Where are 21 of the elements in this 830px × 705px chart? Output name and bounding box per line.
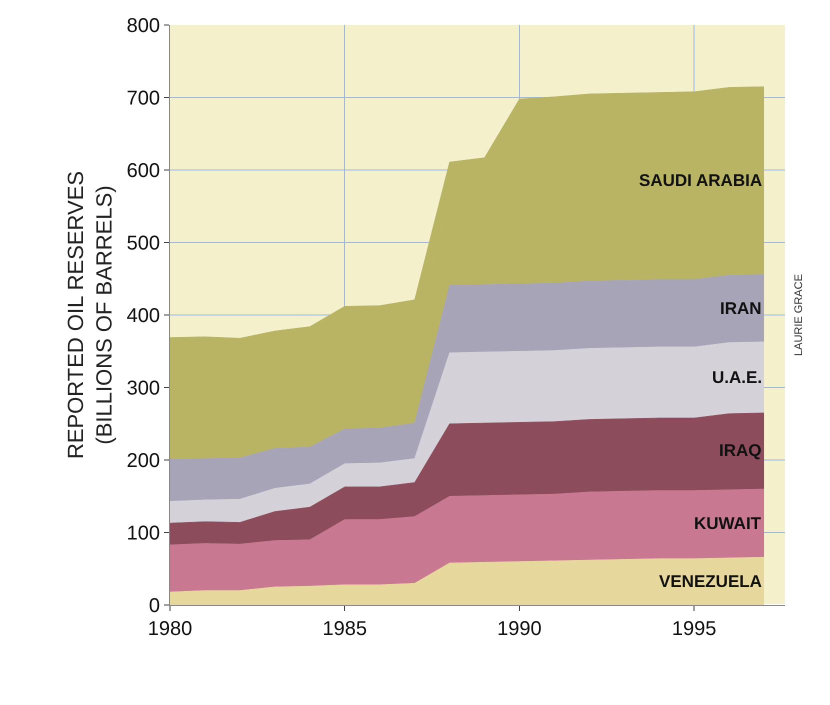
- series-label: VENEZUELA: [659, 572, 762, 591]
- x-tick-label: 1995: [672, 618, 716, 640]
- x-tick-label: 1985: [322, 618, 367, 640]
- y-tick-label: 600: [126, 160, 160, 182]
- y-tick-label: 500: [126, 232, 160, 254]
- y-tick-label: 400: [126, 305, 160, 327]
- x-tick-label: 1980: [148, 618, 192, 640]
- y-tick-label: 200: [126, 450, 160, 472]
- series-label: IRAN: [720, 299, 762, 318]
- series-label: U.A.E.: [712, 368, 762, 387]
- y-tick-label: 700: [126, 88, 160, 110]
- y-tick-label: 0: [148, 595, 160, 617]
- series-label: KUWAIT: [694, 514, 762, 533]
- y-tick-label: 100: [126, 522, 160, 544]
- y-tick-label: 800: [126, 15, 160, 37]
- y-tick-label: 300: [126, 378, 160, 400]
- text: LAURIE GRACE: [793, 274, 805, 356]
- y-axis-title: REPORTED OIL RESERVES (BILLIONS OF BARRELS): [62, 170, 116, 460]
- series-label: IRAQ: [719, 441, 762, 460]
- x-tick-label: 1990: [497, 618, 542, 640]
- series-label: SAUDI ARABIA: [639, 171, 762, 190]
